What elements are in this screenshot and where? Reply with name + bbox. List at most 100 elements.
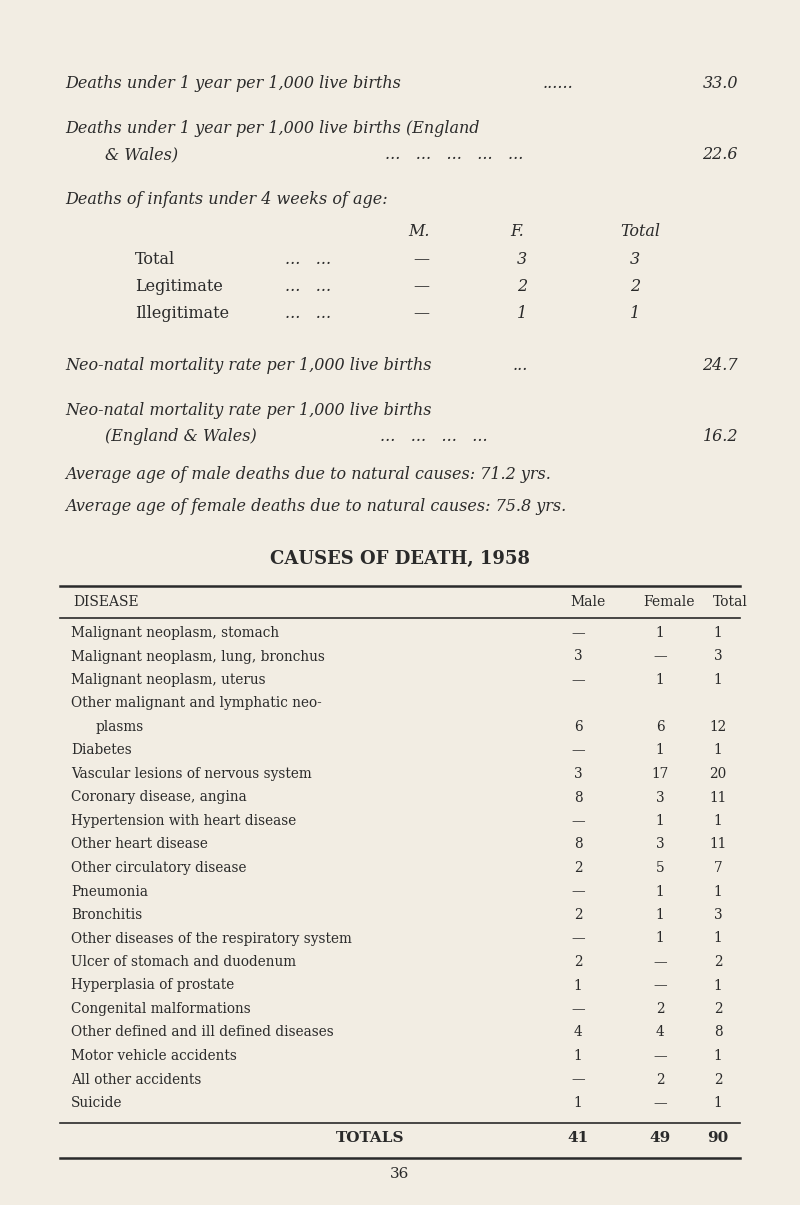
Text: ...   ...   ...   ...: ... ... ... ...	[380, 428, 488, 445]
Text: 1: 1	[714, 931, 722, 946]
Text: Hyperplasia of prostate: Hyperplasia of prostate	[71, 978, 234, 993]
Text: —: —	[653, 978, 667, 993]
Text: & Wales): & Wales)	[105, 146, 178, 163]
Text: —: —	[571, 743, 585, 758]
Text: 1: 1	[574, 978, 582, 993]
Text: ...   ...: ... ...	[285, 278, 331, 295]
Text: 1: 1	[656, 743, 664, 758]
Text: 1: 1	[574, 1050, 582, 1063]
Text: 1: 1	[714, 815, 722, 828]
Text: 3: 3	[714, 909, 722, 922]
Text: Bronchitis: Bronchitis	[71, 909, 142, 922]
Text: Female: Female	[643, 595, 694, 609]
Text: 41: 41	[567, 1130, 589, 1145]
Text: —: —	[413, 278, 429, 295]
Text: CAUSES OF DEATH, 1958: CAUSES OF DEATH, 1958	[270, 549, 530, 568]
Text: F.: F.	[510, 223, 524, 240]
Text: Ulcer of stomach and duodenum: Ulcer of stomach and duodenum	[71, 956, 296, 969]
Text: —: —	[571, 931, 585, 946]
Text: Vascular lesions of nervous system: Vascular lesions of nervous system	[71, 768, 312, 781]
Text: —: —	[571, 627, 585, 640]
Text: Malignant neoplasm, uterus: Malignant neoplasm, uterus	[71, 674, 266, 687]
Text: 1: 1	[656, 627, 664, 640]
Text: ...   ...: ... ...	[285, 305, 331, 322]
Text: —: —	[653, 956, 667, 969]
Text: 1: 1	[656, 815, 664, 828]
Text: 8: 8	[574, 837, 582, 852]
Text: —: —	[571, 1003, 585, 1016]
Text: —: —	[413, 305, 429, 322]
Text: TOTALS: TOTALS	[336, 1130, 404, 1145]
Text: Illegitimate: Illegitimate	[135, 305, 229, 322]
Text: Malignant neoplasm, lung, bronchus: Malignant neoplasm, lung, bronchus	[71, 649, 325, 664]
Text: Total: Total	[620, 223, 660, 240]
Text: 1: 1	[656, 909, 664, 922]
Text: —: —	[653, 1050, 667, 1063]
Text: 2: 2	[574, 862, 582, 875]
Text: —: —	[653, 649, 667, 664]
Text: 6: 6	[574, 721, 582, 734]
Text: Motor vehicle accidents: Motor vehicle accidents	[71, 1050, 237, 1063]
Text: 1: 1	[714, 743, 722, 758]
Text: Congenital malformations: Congenital malformations	[71, 1003, 250, 1016]
Text: 22.6: 22.6	[702, 146, 738, 163]
Text: 1: 1	[714, 627, 722, 640]
Text: Other defined and ill defined diseases: Other defined and ill defined diseases	[71, 1025, 334, 1040]
Text: ...: ...	[513, 357, 528, 374]
Text: 33.0: 33.0	[702, 75, 738, 92]
Text: 12: 12	[710, 721, 726, 734]
Text: 24.7: 24.7	[702, 357, 738, 374]
Text: 1: 1	[714, 1097, 722, 1110]
Text: 17: 17	[651, 768, 669, 781]
Text: Malignant neoplasm, stomach: Malignant neoplasm, stomach	[71, 627, 279, 640]
Text: 1: 1	[714, 978, 722, 993]
Text: —: —	[571, 1072, 585, 1087]
Text: —: —	[413, 251, 429, 268]
Text: Average age of female deaths due to natural causes: 75.8 yrs.: Average age of female deaths due to natu…	[65, 498, 566, 515]
Text: 2: 2	[656, 1003, 664, 1016]
Text: Other diseases of the respiratory system: Other diseases of the respiratory system	[71, 931, 352, 946]
Text: 1: 1	[656, 884, 664, 899]
Text: 11: 11	[710, 837, 726, 852]
Text: Neo-natal mortality rate per 1,000 live births: Neo-natal mortality rate per 1,000 live …	[65, 402, 431, 419]
Text: 2: 2	[574, 956, 582, 969]
Text: 1: 1	[656, 931, 664, 946]
Text: 8: 8	[714, 1025, 722, 1040]
Text: —: —	[571, 674, 585, 687]
Text: Total: Total	[135, 251, 175, 268]
Text: Suicide: Suicide	[71, 1097, 122, 1110]
Text: 2: 2	[714, 956, 722, 969]
Text: 3: 3	[517, 251, 527, 268]
Text: —: —	[653, 1097, 667, 1110]
Text: 90: 90	[707, 1130, 729, 1145]
Text: Neo-natal mortality rate per 1,000 live births: Neo-natal mortality rate per 1,000 live …	[65, 357, 431, 374]
Text: Other malignant and lymphatic neo-: Other malignant and lymphatic neo-	[71, 696, 322, 711]
Text: ...   ...: ... ...	[285, 251, 331, 268]
Text: Average age of male deaths due to natural causes: 71.2 yrs.: Average age of male deaths due to natura…	[65, 466, 551, 483]
Text: 2: 2	[574, 909, 582, 922]
Text: —: —	[571, 815, 585, 828]
Text: 2: 2	[656, 1072, 664, 1087]
Text: 20: 20	[710, 768, 726, 781]
Text: DISEASE: DISEASE	[73, 595, 138, 609]
Text: 2: 2	[714, 1003, 722, 1016]
Text: —: —	[571, 884, 585, 899]
Text: 1: 1	[574, 1097, 582, 1110]
Text: 3: 3	[630, 251, 640, 268]
Text: (England & Wales): (England & Wales)	[105, 428, 257, 445]
Text: 1: 1	[714, 1050, 722, 1063]
Text: 11: 11	[710, 790, 726, 805]
Text: M.: M.	[408, 223, 430, 240]
Text: 2: 2	[517, 278, 527, 295]
Text: Other heart disease: Other heart disease	[71, 837, 208, 852]
Text: Diabetes: Diabetes	[71, 743, 132, 758]
Text: 36: 36	[390, 1166, 410, 1181]
Text: Hypertension with heart disease: Hypertension with heart disease	[71, 815, 296, 828]
Text: Deaths under 1 year per 1,000 live births (England: Deaths under 1 year per 1,000 live birth…	[65, 120, 479, 137]
Text: 7: 7	[714, 862, 722, 875]
Text: 8: 8	[574, 790, 582, 805]
Text: 4: 4	[656, 1025, 664, 1040]
Text: 3: 3	[574, 649, 582, 664]
Text: 1: 1	[714, 884, 722, 899]
Text: 2: 2	[630, 278, 640, 295]
